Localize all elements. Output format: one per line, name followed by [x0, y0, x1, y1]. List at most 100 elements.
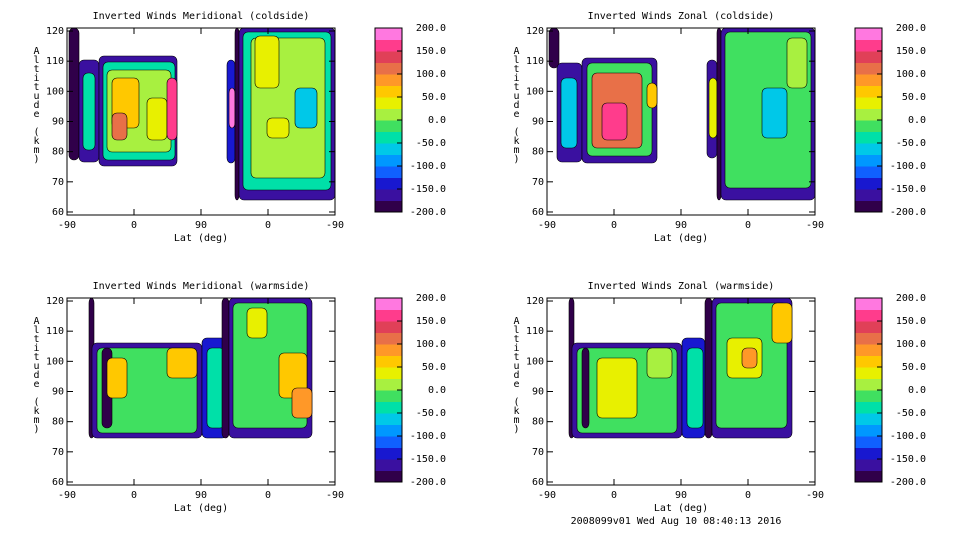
- colorbar-swatch: [855, 200, 882, 213]
- x-tick-label: -90: [58, 220, 76, 231]
- y-tick-label: 100: [526, 86, 544, 97]
- y-tick-label: 70: [52, 177, 64, 188]
- colorbar-tick-label: 50.0: [422, 362, 446, 373]
- x-axis-label: Lat (deg): [174, 233, 228, 244]
- y-tick-label: 70: [532, 447, 544, 458]
- y-tick-label: 60: [532, 207, 544, 218]
- colorbar-tick-label: -200.0: [890, 207, 926, 218]
- colorbar-swatch: [375, 39, 402, 52]
- colorbar-swatch: [855, 166, 882, 178]
- colorbar-swatch: [855, 108, 882, 121]
- colorbar-tick-label: 100.0: [896, 69, 926, 80]
- contour-region: [291, 387, 313, 419]
- contour-region: [254, 35, 280, 89]
- colorbar-tick-label: 150.0: [896, 46, 926, 57]
- x-tick-label: 90: [195, 220, 207, 231]
- contour-region: [716, 27, 722, 201]
- colorbar-swatch: [375, 74, 402, 86]
- x-tick-label: 0: [265, 490, 271, 501]
- x-tick-label: -90: [538, 220, 556, 231]
- colorbar-swatch: [375, 97, 402, 109]
- contour-region: [596, 357, 638, 419]
- colorbar-swatch: [375, 321, 402, 333]
- x-tick-label: 0: [611, 220, 617, 231]
- colorbar-swatch: [855, 39, 882, 52]
- colorbar-tick-label: -100.0: [410, 161, 446, 172]
- colorbar-swatch: [375, 51, 402, 63]
- colorbar-swatch: [375, 470, 402, 483]
- colorbar-swatch: [375, 143, 402, 155]
- colorbar-swatch: [375, 189, 402, 201]
- contour-region: [761, 87, 788, 139]
- x-tick-label: 0: [611, 490, 617, 501]
- colorbar-swatch: [375, 177, 402, 190]
- colorbar-swatch: [855, 143, 882, 155]
- colorbar-swatch: [855, 390, 882, 402]
- colorbar-swatch: [855, 436, 882, 448]
- colorbar-swatch: [855, 97, 882, 109]
- colorbar-swatch: [375, 131, 402, 144]
- colorbar-swatch: [375, 28, 402, 40]
- colorbar-tick-label: -50.0: [416, 408, 446, 419]
- colorbar-swatch: [855, 177, 882, 190]
- colorbar-tick-label: -200.0: [410, 477, 446, 488]
- x-tick-label: 0: [131, 490, 137, 501]
- colorbar-tick-label: -150.0: [890, 454, 926, 465]
- panel-title: Inverted Winds Zonal (coldside): [588, 11, 775, 22]
- colorbar-tick-label: 0.0: [428, 115, 446, 126]
- y-tick-label: 60: [52, 207, 64, 218]
- y-tick-label: 110: [46, 326, 64, 337]
- contour-region: [548, 27, 560, 69]
- x-axis-label: Lat (deg): [174, 503, 228, 514]
- colorbar-swatch: [375, 298, 402, 310]
- colorbar-tick-label: 50.0: [422, 92, 446, 103]
- x-axis-label: Lat (deg): [654, 233, 708, 244]
- colorbar-tick-label: 0.0: [908, 115, 926, 126]
- colorbar-tick-label: -150.0: [410, 184, 446, 195]
- colorbar-swatch: [375, 413, 402, 425]
- y-tick-label: 120: [46, 296, 64, 307]
- y-tick-label: 80: [532, 147, 544, 158]
- y-tick-label: 100: [526, 356, 544, 367]
- colorbar-swatch: [375, 424, 402, 437]
- y-axis-label: Altitude (km): [511, 46, 522, 164]
- colorbar-swatch: [375, 309, 402, 322]
- y-tick-label: 70: [52, 447, 64, 458]
- x-tick-label: -90: [326, 490, 344, 501]
- y-tick-label: 120: [526, 26, 544, 37]
- colorbar-swatch: [375, 436, 402, 448]
- colorbar-swatch: [855, 131, 882, 144]
- colorbar-swatch: [375, 367, 402, 379]
- colorbar-tick-label: 50.0: [902, 92, 926, 103]
- colorbar-swatch: [375, 200, 402, 213]
- y-tick-label: 60: [532, 477, 544, 488]
- colorbar-tick-label: 100.0: [416, 339, 446, 350]
- y-tick-label: 100: [46, 356, 64, 367]
- colorbar-swatch: [375, 166, 402, 178]
- colorbar-swatch: [855, 470, 882, 483]
- x-tick-label: 90: [195, 490, 207, 501]
- y-tick-label: 80: [52, 417, 64, 428]
- contour-region: [68, 27, 80, 161]
- y-tick-label: 100: [46, 86, 64, 97]
- colorbar-swatch: [855, 74, 882, 86]
- colorbar-tick-label: 150.0: [896, 316, 926, 327]
- colorbar-swatch: [855, 298, 882, 310]
- colorbar-swatch: [855, 154, 882, 167]
- colorbar-tick-label: -200.0: [410, 207, 446, 218]
- x-tick-label: 0: [131, 220, 137, 231]
- contour-region: [708, 77, 718, 139]
- x-tick-label: -90: [538, 490, 556, 501]
- colorbar-swatch: [375, 459, 402, 471]
- colorbar-tick-label: -150.0: [890, 184, 926, 195]
- y-axis-label: Altitude (km): [511, 316, 522, 434]
- x-tick-label: 90: [675, 220, 687, 231]
- colorbar-tick-label: 200.0: [896, 23, 926, 34]
- y-axis-label: Altitude (km): [31, 316, 42, 434]
- y-tick-label: 70: [532, 177, 544, 188]
- contour-region: [686, 347, 704, 429]
- colorbar-swatch: [855, 85, 882, 98]
- colorbar-swatch: [855, 309, 882, 322]
- colorbar-swatch: [375, 154, 402, 167]
